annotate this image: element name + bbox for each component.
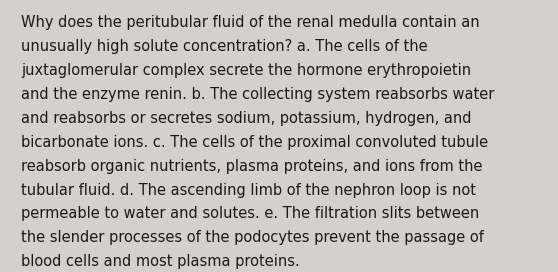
Text: blood cells and most plasma proteins.: blood cells and most plasma proteins. [21, 254, 300, 269]
Text: tubular fluid. d. The ascending limb of the nephron loop is not: tubular fluid. d. The ascending limb of … [21, 183, 476, 197]
Text: the slender processes of the podocytes prevent the passage of: the slender processes of the podocytes p… [21, 230, 484, 245]
Text: Why does the peritubular fluid of the renal medulla contain an: Why does the peritubular fluid of the re… [21, 15, 480, 30]
Text: reabsorb organic nutrients, plasma proteins, and ions from the: reabsorb organic nutrients, plasma prote… [21, 159, 483, 174]
Text: and reabsorbs or secretes sodium, potassium, hydrogen, and: and reabsorbs or secretes sodium, potass… [21, 111, 472, 126]
Text: juxtaglomerular complex secrete the hormone erythropoietin: juxtaglomerular complex secrete the horm… [21, 63, 472, 78]
Text: and the enzyme renin. b. The collecting system reabsorbs water: and the enzyme renin. b. The collecting … [21, 87, 494, 102]
Text: bicarbonate ions. c. The cells of the proximal convoluted tubule: bicarbonate ions. c. The cells of the pr… [21, 135, 488, 150]
Text: unusually high solute concentration? a. The cells of the: unusually high solute concentration? a. … [21, 39, 428, 54]
Text: permeable to water and solutes. e. The filtration slits between: permeable to water and solutes. e. The f… [21, 206, 479, 221]
